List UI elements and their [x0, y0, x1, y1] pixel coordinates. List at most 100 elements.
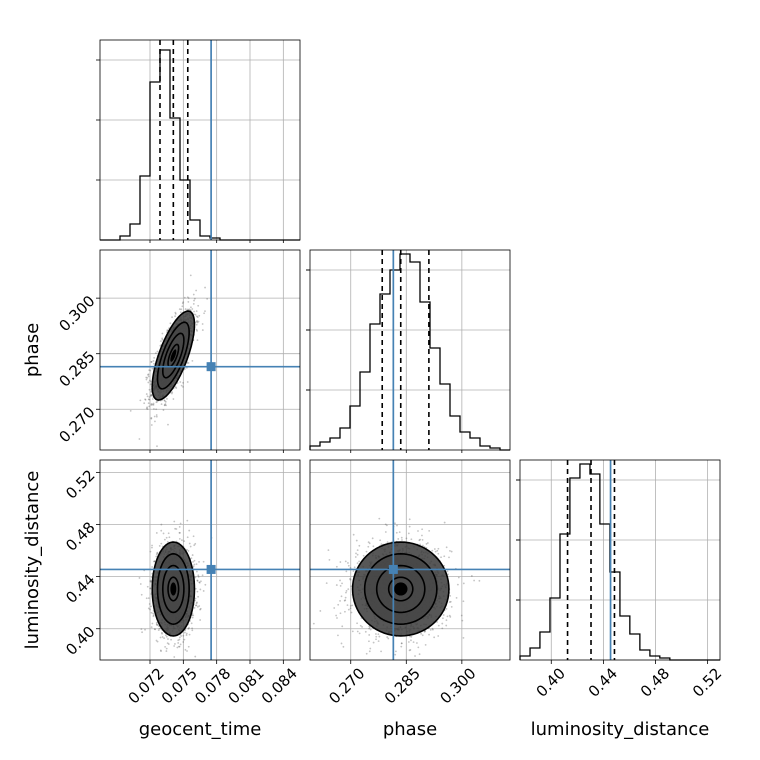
sample-point — [141, 631, 143, 634]
histogram-phase — [309, 253, 510, 451]
sample-point — [182, 634, 185, 637]
sample-point — [191, 359, 194, 362]
sample-point — [167, 638, 169, 640]
density-core — [170, 349, 177, 362]
sample-point — [143, 402, 146, 405]
sample-point — [153, 362, 155, 365]
sample-point — [195, 328, 198, 331]
sample-point — [165, 635, 168, 638]
sample-point — [344, 596, 347, 599]
histogram-geocent_time — [100, 49, 300, 241]
sample-point — [178, 531, 181, 534]
sample-point — [196, 601, 198, 604]
sample-point — [195, 602, 198, 605]
sample-point — [147, 373, 150, 376]
sample-point — [147, 607, 150, 610]
sample-point — [173, 520, 176, 523]
sample-point — [194, 587, 197, 590]
sample-point — [196, 316, 199, 319]
sample-point — [421, 528, 424, 531]
sample-point — [186, 308, 189, 311]
sample-point — [344, 599, 347, 602]
sample-point — [151, 622, 154, 625]
sample-point — [197, 595, 200, 598]
sample-point — [409, 635, 411, 638]
sample-point — [421, 534, 423, 537]
sample-point — [199, 607, 202, 610]
sample-point — [201, 574, 204, 577]
sample-point — [420, 632, 423, 635]
sample-point — [178, 638, 181, 641]
sample-point — [156, 400, 159, 403]
sample-point — [462, 600, 465, 603]
sample-point — [421, 544, 424, 547]
sample-point — [368, 625, 371, 628]
sample-point — [394, 650, 397, 653]
sample-point — [450, 550, 453, 553]
y-tick-label: 0.300 — [55, 292, 98, 335]
sample-point — [446, 615, 449, 618]
sample-point — [186, 361, 189, 364]
sample-point — [345, 591, 347, 594]
sample-point — [160, 523, 163, 526]
sample-point — [147, 381, 150, 384]
sample-point — [337, 634, 339, 637]
sample-point — [367, 545, 370, 548]
sample-point — [149, 369, 152, 372]
sample-point — [431, 549, 434, 552]
sample-point — [144, 398, 147, 401]
contour-level-2 — [156, 321, 190, 390]
sample-point — [347, 564, 350, 567]
sample-point — [150, 394, 153, 397]
sample-point — [418, 653, 421, 656]
sample-point — [171, 316, 173, 319]
sample-point — [461, 619, 464, 622]
sample-point — [443, 564, 446, 567]
sample-point — [166, 642, 169, 645]
sample-point — [328, 558, 331, 561]
sample-point — [340, 642, 343, 645]
sample-point — [349, 578, 352, 581]
sample-point — [473, 579, 476, 582]
sample-point — [333, 607, 336, 609]
sample-point — [450, 605, 453, 608]
sample-point — [157, 629, 160, 632]
sample-point — [196, 579, 199, 582]
sample-point — [195, 604, 198, 607]
sample-point — [197, 320, 200, 323]
y-tick-label: 0.270 — [55, 403, 98, 446]
sample-point — [387, 637, 390, 640]
sample-point — [379, 539, 382, 542]
sample-point — [380, 650, 382, 653]
sample-point — [161, 338, 164, 341]
sample-point — [336, 617, 338, 619]
sample-point — [188, 529, 191, 532]
sample-point — [424, 671, 426, 673]
sample-point — [187, 550, 190, 552]
sample-point — [341, 582, 343, 585]
sample-point — [148, 388, 151, 391]
x-tick-label: 0.285 — [381, 664, 424, 707]
contour-level-0 — [167, 343, 180, 368]
sample-point — [204, 286, 206, 289]
sample-point — [369, 628, 372, 631]
x-axis-label-luminosity_distance: luminosity_distance — [531, 719, 710, 740]
sample-point — [319, 610, 322, 612]
sample-point — [460, 614, 463, 617]
sample-point — [174, 312, 177, 315]
sample-point — [419, 543, 421, 546]
sample-point — [168, 536, 171, 539]
sample-point — [197, 575, 200, 578]
sample-point — [195, 323, 198, 326]
sample-point — [386, 636, 389, 638]
sample-point — [154, 628, 157, 631]
sample-point — [356, 553, 359, 556]
sample-point — [159, 344, 162, 347]
sample-point — [407, 641, 410, 643]
sample-point — [196, 339, 199, 342]
sample-point — [436, 621, 438, 623]
sample-point — [193, 563, 196, 566]
sample-point — [196, 319, 198, 322]
x-axis-phase: 0.270 0.285 0.300 phase — [325, 660, 480, 740]
sample-point — [183, 296, 186, 299]
